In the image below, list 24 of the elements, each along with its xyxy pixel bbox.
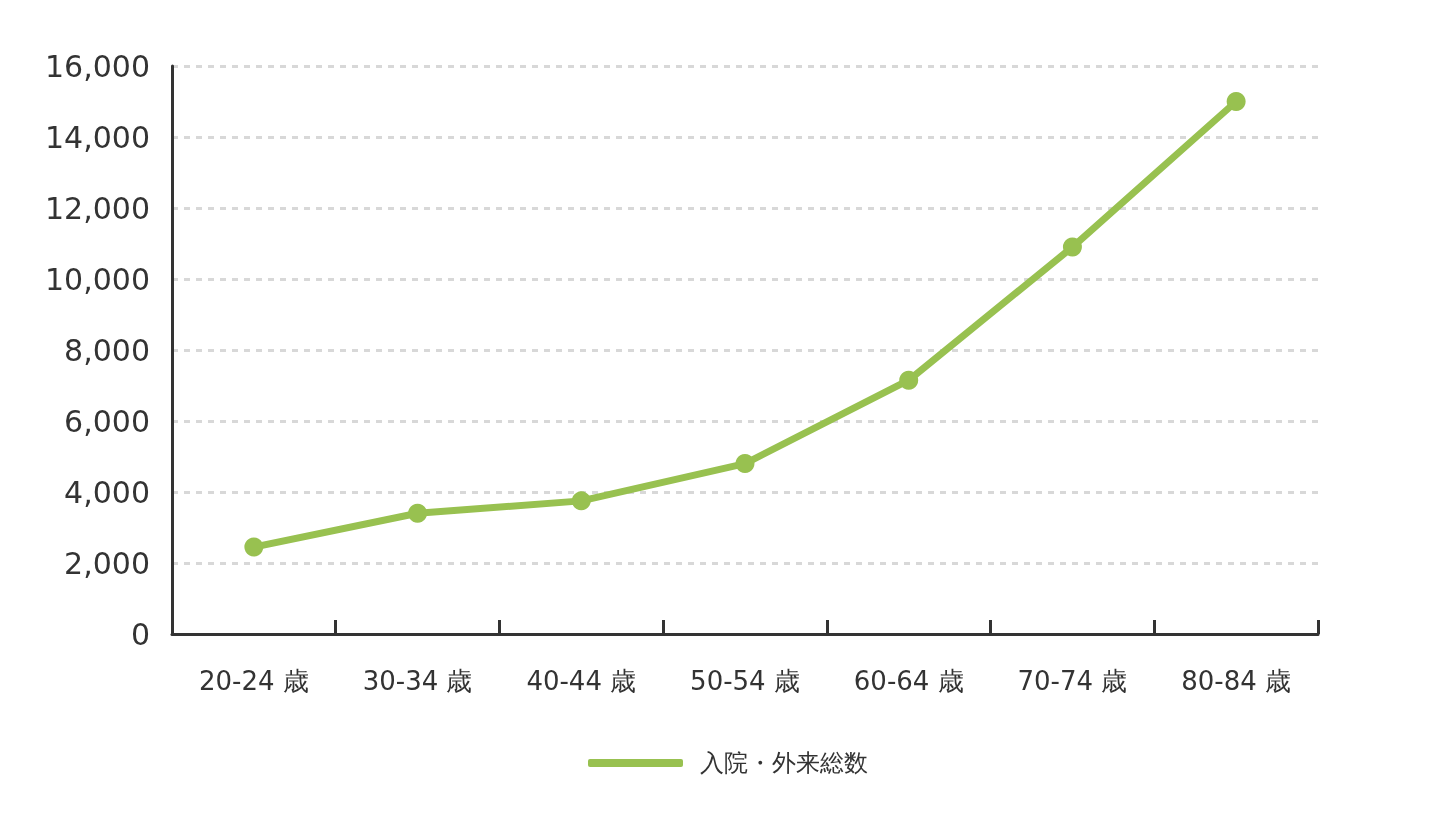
point [1226, 92, 1246, 111]
x-tick-label: 50-54 歳 [690, 666, 800, 696]
x-tick-label: 40-44 歳 [526, 666, 637, 696]
y-tick-label: 6,000 [64, 403, 150, 439]
y-tick-label: 8,000 [64, 332, 150, 368]
point [408, 503, 428, 523]
y-tick-label: 16,000 [45, 48, 150, 84]
x-tick-label: 80-84 歳 [1181, 666, 1292, 696]
x-tick-label: 20-24 歳 [198, 666, 309, 696]
point [244, 537, 264, 557]
x-tick-label: 60-64 歳 [853, 666, 964, 696]
y-tick-label: 2,000 [64, 545, 150, 581]
point [735, 454, 755, 474]
y-tick-label: 14,000 [45, 119, 150, 155]
point [899, 370, 919, 390]
y-tick-label: 10,000 [45, 261, 150, 297]
y-tick-label: 12,000 [45, 190, 150, 226]
y-tick-label: 4,000 [64, 474, 150, 510]
legend-label: 入院・外来総数 [700, 749, 868, 777]
x-tick-label: 70-74 歳 [1017, 666, 1128, 696]
x-tick-label: 30-34 歳 [362, 666, 473, 696]
y-tick-label: 0 [130, 616, 150, 652]
point [1062, 237, 1082, 257]
point [571, 491, 591, 511]
